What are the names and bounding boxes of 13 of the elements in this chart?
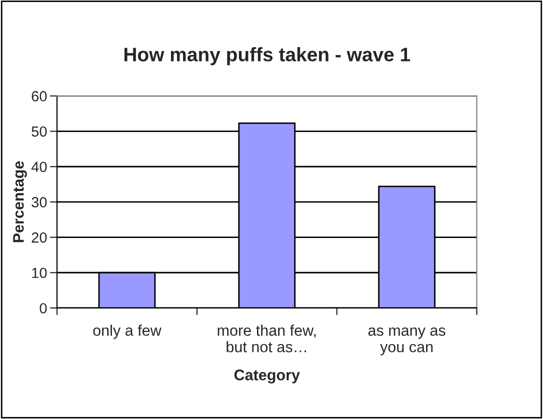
x-tick-label: only a few (93, 324, 162, 339)
y-tick-label: 20 (32, 232, 47, 243)
y-tick-label: 30 (32, 197, 47, 208)
chart-title: How many puffs taken - wave 1 (124, 47, 410, 66)
x-tick-label: as many as you can (368, 327, 446, 356)
y-axis-title: Percentage (13, 161, 27, 242)
y-tick-label: 60 (32, 91, 47, 102)
y-tick-label: 50 (32, 126, 47, 137)
y-tick-label: 40 (31, 162, 47, 172)
x-axis-title: Category (234, 370, 300, 384)
y-tick-label: 10 (32, 268, 47, 278)
y-tick-label: 0 (40, 303, 47, 314)
x-tick-label: more than few, but not as… (218, 324, 316, 352)
